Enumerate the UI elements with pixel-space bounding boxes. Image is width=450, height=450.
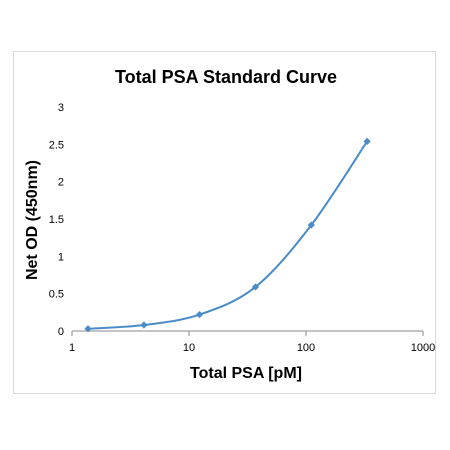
y-tick-label: 2 <box>58 177 64 189</box>
y-tick-label: 1.5 <box>49 214 64 226</box>
y-tick-label: 3 <box>58 102 64 114</box>
data-point <box>84 325 92 333</box>
chart-frame <box>13 51 436 394</box>
y-axis-ticks: 0 0.5 1 1.5 2 2.5 3 <box>49 102 64 338</box>
x-tick-label: 100 <box>297 342 315 354</box>
data-point <box>363 137 371 145</box>
data-point <box>307 221 315 229</box>
y-axis-title: Net OD (450nm) <box>24 160 41 280</box>
data-point <box>251 283 260 291</box>
x-axis-title: Total PSA [pM] <box>190 365 302 382</box>
y-tick-label: 0.5 <box>49 289 64 301</box>
data-markers <box>84 137 371 333</box>
x-tick-label: 10 <box>183 342 195 354</box>
x-tick-label: 1000 <box>411 342 435 354</box>
data-point <box>140 321 148 329</box>
chart-title: Total PSA Standard Curve <box>115 67 337 87</box>
data-point <box>195 310 204 319</box>
x-axis-ticks: 1 10 100 1000 <box>69 331 435 354</box>
y-tick-label: 2.5 <box>49 139 64 151</box>
x-tick-label: 1 <box>69 342 75 354</box>
y-tick-label: 1 <box>58 251 64 263</box>
y-tick-label: 0 <box>58 326 64 338</box>
series-line <box>87 140 368 330</box>
